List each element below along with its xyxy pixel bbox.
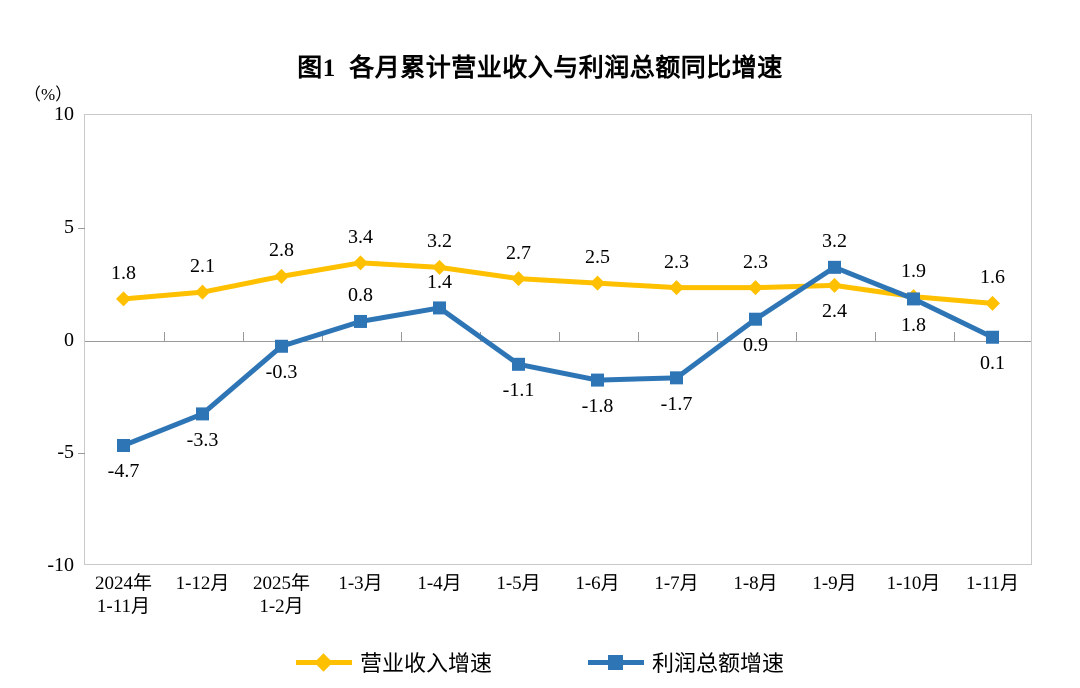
y-tick-mark [78,227,85,229]
x-tick-label-line1: 1-3月 [338,573,383,594]
x-tick-label: 1-11月 [966,572,1019,595]
legend-label: 利润总额增速 [652,651,785,676]
x-tick-label-line1: 2024年 [94,573,153,594]
x-tick-label-line1: 1-6月 [575,573,620,594]
data-label: 2.8 [269,239,294,262]
x-tick-label-line1: 1-8月 [733,573,778,594]
x-tick-label-line1: 1-4月 [417,573,462,594]
x-tick-label: 1-9月 [812,572,856,595]
data-label: 0.9 [743,334,768,357]
x-tick-label-line1: 1-9月 [812,573,857,594]
data-label: -1.7 [660,392,693,415]
x-tick-label: 1-10月 [887,572,941,595]
data-label: 2.4 [822,300,847,323]
x-tick-label: 1-6月 [575,572,619,595]
data-label: 3.2 [427,230,452,253]
x-tick-label: 1-12月 [176,572,230,595]
data-label: 1.8 [901,313,926,336]
data-label: 1.4 [427,270,452,293]
data-label: 3.4 [348,225,373,248]
legend-label: 营业收入增速 [359,651,492,676]
x-tick-label: 1-5月 [496,572,540,595]
legend-swatch [588,654,644,670]
data-label: 2.3 [743,250,768,273]
x-tick-label: 2024年 1-11月 [95,572,152,618]
x-tick-label-line1: 1-10月 [886,573,941,594]
x-tick-label-line2: 1-11月 [96,596,151,617]
x-tick-label-line1: 1-7月 [654,573,699,594]
y-tick-label: 0 [64,328,74,351]
data-label: 2.1 [190,255,215,278]
x-tick-label-line1: 2025年 [252,573,311,594]
data-label: 3.2 [822,230,847,253]
data-label: 2.3 [664,250,689,273]
x-tick-label-line1: 1-11月 [965,573,1020,594]
data-label: 0.1 [980,352,1005,375]
legend-item-revenue[interactable]: 营业收入增速 [295,646,492,678]
x-tick-label: 1-3月 [338,572,382,595]
x-tick-label: 1-4月 [417,572,461,595]
x-tick-label: 1-7月 [654,572,698,595]
x-axis-tick-labels: 2024年 1-11月 1-12月 2025年 1-2月 1-3月 1-4月 1-5月 1-6月… [84,572,1032,632]
x-tick-label-line2: 1-2月 [259,596,304,617]
y-tick-mark [78,453,85,455]
diamond-marker-icon [314,653,333,672]
data-label: -3.3 [186,428,219,451]
legend-swatch [295,653,352,672]
chart-legend: 营业收入增速 利润总额增速 [0,646,1080,678]
data-label: -0.3 [265,361,298,384]
data-label: 2.5 [585,246,610,269]
y-axis-unit-label: （%） [24,85,73,104]
x-tick-label: 1-8月 [733,572,777,595]
y-tick-label: -5 [57,441,74,464]
data-label: -1.8 [581,395,614,418]
y-tick-label: 5 [64,215,74,238]
legend-item-profit[interactable]: 利润总额增速 [588,646,784,678]
y-axis-tick-labels: 10 5 0 -5 -10 [10,0,74,688]
x-tick-label: 2025年 1-2月 [253,572,310,618]
data-label: 1.8 [111,261,136,284]
y-tick-label: -10 [47,554,74,576]
page-title: 图1 各月累计营业收入与利润总额同比增速 [297,55,783,82]
data-label: 1.6 [980,266,1005,289]
data-label: 2.7 [506,241,531,264]
x-tick-label-line1: 1-12月 [175,573,230,594]
square-marker-icon [608,655,623,670]
data-label: 1.9 [901,259,926,282]
data-label: -4.7 [107,460,140,483]
x-tick-label-line1: 1-5月 [496,573,541,594]
y-tick-label: 10 [54,103,74,125]
data-label: -1.1 [502,379,535,402]
data-label: 0.8 [348,284,373,307]
